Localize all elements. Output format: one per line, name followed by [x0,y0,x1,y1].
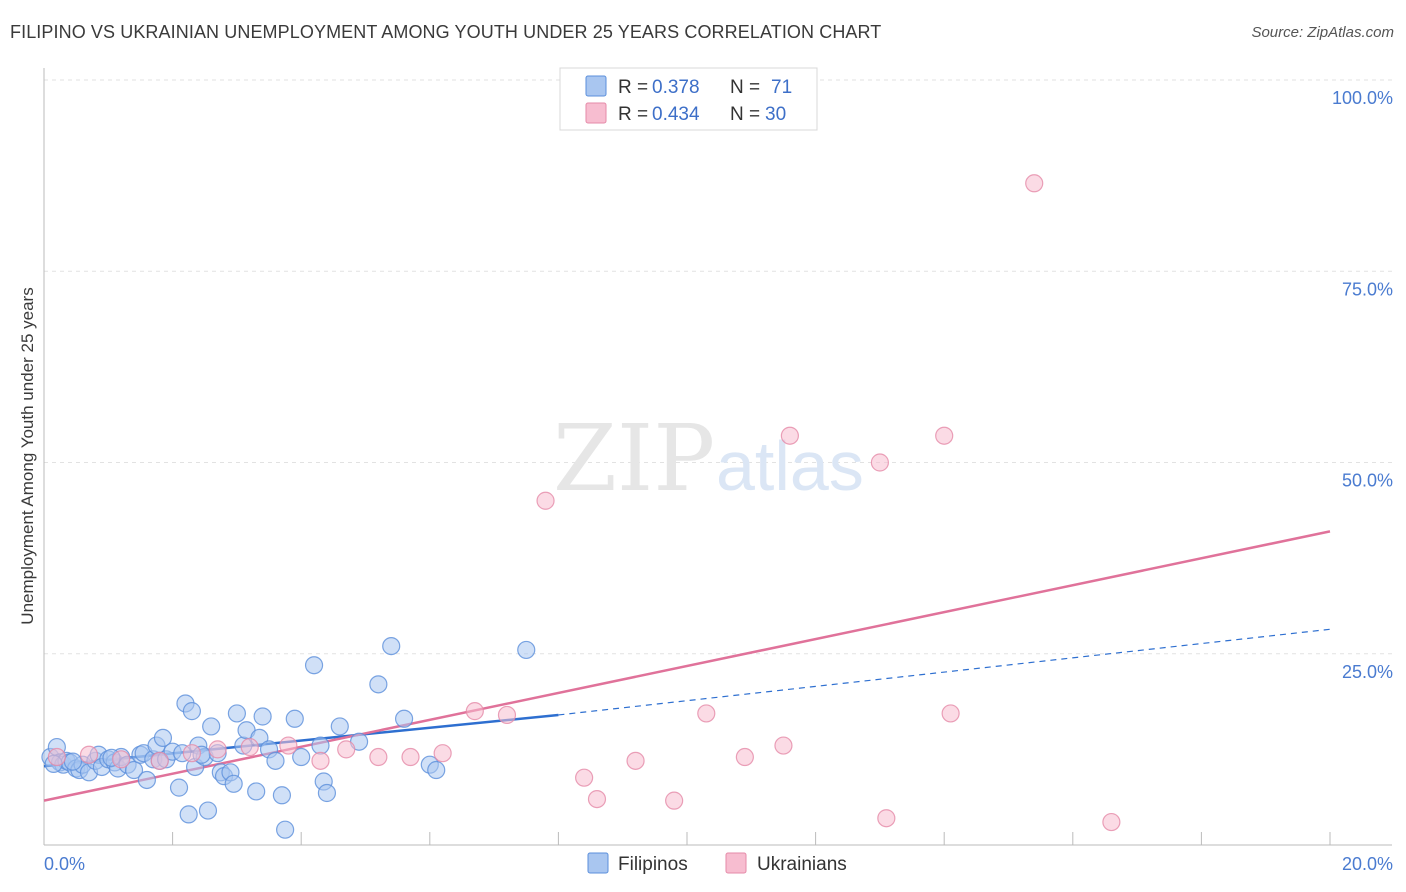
bottom-legend-ukrainians: Ukrainians [757,854,847,875]
ukrainian-point-12 [433,744,452,763]
ukrainian-point-14 [497,705,517,725]
filipino-point-28 [169,778,189,797]
filipino-point-54 [292,747,311,767]
watermark-zip: ZIP [553,405,715,512]
ukrainian-point-24 [870,453,890,472]
ukrainian-point-20 [697,704,716,723]
ukrainian-point-19 [665,791,684,810]
bottom-filipino-swatch [587,852,609,874]
filipino-point-42 [224,774,243,793]
ukrainian-point-27 [941,704,960,723]
filipino-point-31 [179,805,198,824]
filipino-point-52 [276,820,295,839]
ukrainian-point-17 [587,789,607,809]
filipino-trend-extension [558,628,1331,716]
filipino-point-68 [63,752,83,771]
filipino-point-61 [369,675,388,694]
ukrainian-trend-line [43,530,1331,802]
ukrainian-point-5 [208,740,227,759]
legend-n-label-2: N = [730,104,760,125]
y-tick-label-0: 25.0% [1342,662,1393,682]
source-label: Source: ZipAtlas.com [1251,24,1394,41]
filipino-point-56 [311,736,330,755]
y-tick-labels: 25.0% 50.0% 75.0% 100.0% [1332,88,1393,682]
ukrainian-point-0 [47,747,66,767]
filipino-point-55 [304,656,324,675]
ukrainian-point-18 [626,751,645,770]
ukrainian-point-10 [369,747,388,767]
y-tick-label-1: 50.0% [1342,471,1393,491]
filipino-point-32 [182,702,201,721]
bottom-ukrainian-swatch [725,852,747,874]
filipino-point-18 [124,760,144,780]
filipino-point-62 [382,636,401,656]
filipino-point-43 [227,704,246,723]
filipino-point-21 [137,770,156,790]
ukrainian-point-3 [150,751,169,770]
filipino-point-50 [266,751,285,770]
ukrainian-point-7 [279,736,298,755]
x-tick-label-0: 0.0% [44,854,85,874]
filipino-point-51 [272,786,292,805]
ukrainian-point-28 [1025,174,1044,193]
filipino-point-37 [202,717,221,736]
x-tick-label-1: 20.0% [1342,854,1393,874]
ukrainian-point-26 [935,426,954,445]
y-tick-label-2: 75.0% [1342,279,1393,299]
ukrainian-point-23 [780,426,799,445]
filipino-point-25 [153,728,173,748]
data-points [41,174,1121,839]
axes [43,68,1392,846]
ukrainian-point-11 [401,747,420,767]
ukrainian-point-1 [79,745,99,764]
filipino-point-53 [285,709,304,728]
filipino-point-59 [330,717,349,736]
filipino-point-48 [253,707,272,726]
trend-lines [43,530,1331,802]
y-tick-label-3: 100.0% [1332,88,1393,108]
ukrainian-point-6 [240,737,259,757]
filipino-point-46 [247,782,266,801]
filipino-point-63 [394,709,414,728]
ukrainian-point-8 [311,751,330,770]
legend-r-value-2: 0.434 [652,104,700,125]
filipino-point-66 [517,640,536,660]
filipino-point-65 [427,760,446,780]
bottom-legend-filipinos: Filipinos [618,854,688,875]
ukrainian-swatch [585,102,607,124]
legend-n-label-1: N = [730,77,760,98]
watermark: ZIP atlas [553,405,864,512]
ukrainian-point-9 [337,740,356,759]
chart-title: FILIPINO VS UKRAINIAN UNEMPLOYMENT AMONG… [10,22,882,42]
grid [44,79,1392,655]
ukrainian-point-2 [112,750,131,769]
legend-r-value-1: 0.378 [652,77,700,98]
legend-r-label-2: R = [618,104,648,125]
filipino-point-36 [198,801,218,820]
legend-n-value-1: 71 [771,77,792,98]
filipino-swatch [585,75,607,97]
ukrainian-point-13 [465,702,484,721]
ukrainian-point-25 [877,809,896,828]
bottom-legend: Filipinos Ukrainians [587,852,847,875]
ukrainian-point-4 [182,744,201,763]
ukrainian-point-16 [575,768,594,787]
top-legend: R = 0.378 N = 71 R = 0.434 N = 30 [559,67,818,131]
ukrainian-point-15 [536,491,555,510]
x-tick-labels: 0.0% 20.0% [44,854,1393,874]
legend-n-value-2: 30 [765,104,786,125]
ukrainian-point-29 [1102,812,1121,832]
legend-r-label-1: R = [618,77,648,98]
ukrainian-point-21 [735,747,754,767]
filipino-point-58 [317,783,337,803]
ukrainian-point-22 [774,736,793,755]
